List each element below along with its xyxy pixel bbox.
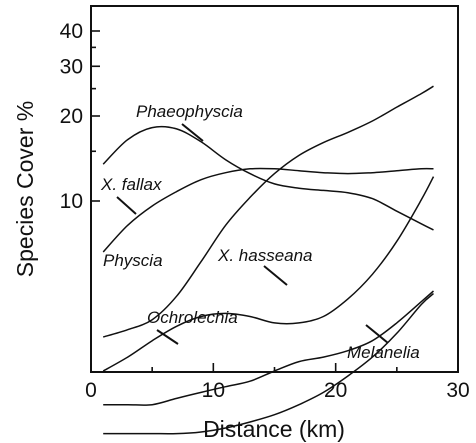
series-line-melanelia xyxy=(103,293,435,435)
series-line-x-fallax xyxy=(102,167,434,253)
leader-line-ochrolechia xyxy=(156,329,179,345)
series-labels: Phaeophyscia X. fallax Physcia X. hasseana O… xyxy=(100,102,420,362)
y-tick-label: 20 xyxy=(60,105,83,128)
x-tick-label: 0 xyxy=(85,379,97,402)
label-x-hasseana: X. hasseana xyxy=(217,246,313,265)
series-line-phaeophyscia xyxy=(102,125,434,231)
leader-line-melanelia xyxy=(365,324,389,344)
series-line-physcia xyxy=(102,85,434,338)
leader-line-phaeophyscia xyxy=(181,123,204,142)
label-phaeophyscia: Phaeophyscia xyxy=(136,102,243,121)
label-melanelia: Melanelia xyxy=(347,343,420,362)
series-line-x-hasseana xyxy=(102,176,435,372)
label-physcia: Physcia xyxy=(103,251,163,270)
leader-line-x-fallax xyxy=(116,196,137,215)
x-axis: 0 10 20 30 xyxy=(85,363,470,402)
y-axis: 10 20 30 40 xyxy=(60,20,100,213)
series-line-ochrolechia xyxy=(103,290,435,406)
label-x-fallax: X. fallax xyxy=(100,175,162,194)
series-lines xyxy=(102,85,435,435)
y-tick-label: 10 xyxy=(60,190,83,213)
x-tick-label: 30 xyxy=(446,379,469,402)
label-ochrolechia: Ochrolechia xyxy=(147,308,238,327)
x-axis-title: Distance (km) xyxy=(203,416,345,442)
y-tick-label: 40 xyxy=(60,20,83,43)
y-tick-label: 30 xyxy=(60,55,83,78)
x-tick-label: 10 xyxy=(202,379,225,402)
leader-line-x-hasseana xyxy=(263,265,288,286)
y-axis-title: Species Cover % xyxy=(12,101,38,277)
x-tick-label: 20 xyxy=(324,379,347,402)
